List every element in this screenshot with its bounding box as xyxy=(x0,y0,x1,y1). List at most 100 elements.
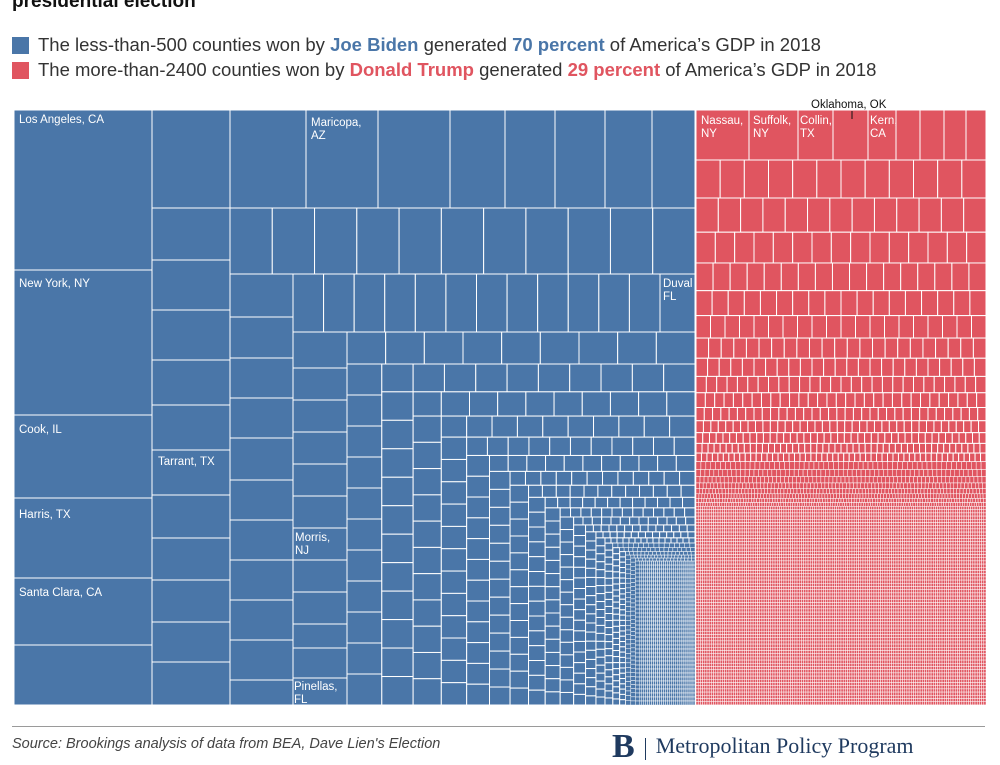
county-cell-3554 xyxy=(944,522,947,526)
county-cell-268 xyxy=(559,641,575,656)
county-cell-3914 xyxy=(864,531,868,536)
county-cell-3532 xyxy=(895,522,899,526)
county-cell-3759 xyxy=(814,528,818,533)
county-cell-2159 xyxy=(771,469,777,477)
county-cell-3364 xyxy=(816,519,820,523)
county-cell-4652 xyxy=(746,551,749,555)
county-cell-1731 xyxy=(872,290,890,317)
county-cell-2409 xyxy=(855,488,860,495)
county-cell-4834 xyxy=(856,554,859,558)
county-cell-1349 xyxy=(682,656,686,662)
county-cell-1094 xyxy=(677,620,680,626)
county-cell-581 xyxy=(630,619,636,624)
county-cell-145 xyxy=(526,454,547,472)
county-cell-900 xyxy=(680,592,684,598)
county-cell-119 xyxy=(440,682,468,706)
county-cell-920 xyxy=(665,596,668,602)
county-cell-4109 xyxy=(713,538,717,542)
county-cell-2731 xyxy=(867,502,871,507)
county-cell-568 xyxy=(630,566,636,571)
county-cell-247 xyxy=(580,507,592,518)
county-cell-2650 xyxy=(964,498,968,503)
county-cell-2923 xyxy=(717,509,721,514)
county-cell-2902 xyxy=(961,506,965,510)
county-cell-1980 xyxy=(972,432,980,444)
county-cell-4759 xyxy=(981,551,985,555)
county-cell-601 xyxy=(630,700,636,706)
county-cell-1706 xyxy=(746,262,765,292)
county-col1-1 xyxy=(13,269,153,416)
county-cell-2031 xyxy=(700,452,708,463)
county-cell-2837 xyxy=(818,506,822,510)
county-cell-556 xyxy=(660,554,665,559)
county-cell-4058 xyxy=(891,535,894,539)
county-cell-1393 xyxy=(659,664,662,670)
county-cell-4828 xyxy=(842,554,846,558)
county-cell-3351 xyxy=(788,519,791,523)
county-cell-4093 xyxy=(968,535,971,539)
county-cell-450 xyxy=(612,698,621,706)
county-cell-2114 xyxy=(848,461,854,470)
county-cell-3020 xyxy=(930,509,934,514)
county-cell-2619 xyxy=(882,498,887,503)
county-cell-2726 xyxy=(856,502,859,507)
county-cell-3711 xyxy=(708,528,712,533)
county-cell-2335 xyxy=(896,482,901,489)
county-cell-4593 xyxy=(906,547,910,552)
county-cell-3748 xyxy=(790,528,793,533)
county-cell-1759 xyxy=(708,337,722,359)
county-cell-3126 xyxy=(873,512,877,517)
county-cell-1255 xyxy=(663,644,666,650)
county-cell-358 xyxy=(595,601,606,611)
county-cell-4328 xyxy=(904,541,908,546)
county-cell-3953 xyxy=(950,531,954,536)
county-cell-142 xyxy=(466,683,491,706)
county-cell-1346 xyxy=(677,656,680,662)
county-cell-1534 xyxy=(661,684,664,690)
county-cell-638 xyxy=(635,636,641,642)
legend-share-trump: 29 percent xyxy=(567,59,661,80)
county-cell-2540 xyxy=(962,493,966,499)
county-cell-3683 xyxy=(937,525,941,530)
county-cell-4650 xyxy=(741,551,745,555)
county-cell-1913 xyxy=(792,420,801,434)
county-cell-4335 xyxy=(919,541,923,546)
county-cell-3012 xyxy=(913,509,916,514)
county-cell-776 xyxy=(657,576,660,582)
county-cell-1535 xyxy=(663,684,666,690)
county-cell-880 xyxy=(641,592,644,598)
county-cell-1397 xyxy=(667,664,670,670)
county-cell-319 xyxy=(585,549,597,560)
county-cell-4193 xyxy=(897,538,901,542)
county-cell-1099 xyxy=(686,620,690,626)
county-cell-386 xyxy=(604,542,614,551)
county-cell-1036 xyxy=(673,612,676,618)
county-cell-4285 xyxy=(809,541,813,546)
county-cell-1439 xyxy=(639,672,643,678)
county-cell-1133 xyxy=(643,628,646,634)
county-cell-969 xyxy=(651,604,654,610)
county-cell-2454 xyxy=(710,493,714,499)
county-cell-4737 xyxy=(933,551,936,555)
county-cell-1750 xyxy=(869,315,885,339)
county-cell-671 xyxy=(671,560,674,566)
county-cell-229 xyxy=(682,496,696,509)
county-cell-4764 xyxy=(702,554,706,558)
county-cell-4147 xyxy=(796,538,800,542)
county-cell-4016 xyxy=(799,535,802,539)
county-cell-2071 xyxy=(919,452,927,463)
county-cell-1344 xyxy=(673,656,676,662)
county-cell-4319 xyxy=(884,541,888,546)
county-cell-2286 xyxy=(720,482,725,489)
county-cell-1130 xyxy=(692,624,696,630)
county-cell-369 xyxy=(595,688,606,698)
county-cell-1984 xyxy=(707,442,715,454)
county-cell-3518 xyxy=(864,522,868,526)
county-cell-3602 xyxy=(759,525,763,530)
county-cell-799 xyxy=(647,580,650,586)
county-cell-416 xyxy=(648,542,655,548)
county-cell-1234 xyxy=(677,640,680,646)
county-cell-1833 xyxy=(975,375,987,394)
county-cell-4063 xyxy=(902,535,905,539)
county-cell-2487 xyxy=(807,493,811,499)
